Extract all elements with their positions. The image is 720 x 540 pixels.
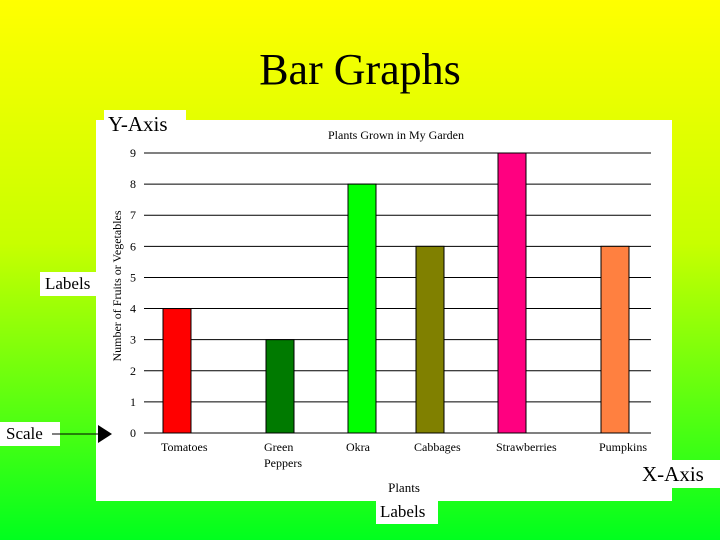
bar-strawberries (497, 152, 527, 434)
bar-tomatoes (162, 308, 192, 434)
x-category-label: Okra (346, 440, 371, 454)
y-tick-label: 0 (130, 426, 136, 440)
scale-callout: Scale (0, 422, 60, 446)
y-tick-label: 5 (130, 270, 136, 284)
y-tick-label: 2 (130, 364, 136, 378)
x-axis-label: Plants (388, 480, 420, 495)
y-tick-labels: 0 1 2 3 4 5 6 7 8 9 (130, 146, 136, 440)
bar-okra (347, 183, 377, 434)
chart-panel: Plants Grown in My Garden 0 1 2 3 4 5 6 7 8 9 Tom… (96, 120, 672, 501)
y-axis-callout: Y-Axis (104, 110, 186, 138)
bar-pumpkins (600, 245, 630, 434)
y-tick-label: 7 (130, 208, 136, 222)
x-category-labels: Tomatoes Green Peppers Okra Cabbages Strawber… (161, 440, 647, 470)
bar-chart: Plants Grown in My Garden 0 1 2 3 4 5 6 7 8 9 Tom… (110, 128, 651, 495)
chart-title: Plants Grown in My Garden (328, 128, 464, 142)
y-tick-label: 1 (130, 395, 136, 409)
gridlines (144, 152, 651, 434)
x-category-label: Pumpkins (599, 440, 647, 454)
y-tick-label: 9 (130, 146, 136, 160)
labels-callout-bottom: Labels (376, 500, 438, 524)
bars (162, 152, 630, 434)
slide-title: Bar Graphs (259, 45, 461, 94)
bar-cabbages (415, 245, 445, 434)
y-tick-label: 4 (130, 302, 136, 316)
x-axis-callout: X-Axis (640, 460, 720, 488)
labels-callout-left: Labels (40, 272, 99, 296)
scale-arrow-icon (52, 425, 112, 443)
x-category-label: Cabbages (414, 440, 461, 454)
bar-green-peppers (265, 339, 295, 434)
x-category-label: Tomatoes (161, 440, 208, 454)
y-tick-label: 8 (130, 177, 136, 191)
y-tick-label: 6 (130, 239, 136, 253)
x-category-label: Strawberries (496, 440, 557, 454)
y-tick-label: 3 (130, 333, 136, 347)
x-category-label: Green Peppers (264, 440, 302, 470)
y-axis-label: Number of Fruits or Vegetables (110, 210, 124, 361)
